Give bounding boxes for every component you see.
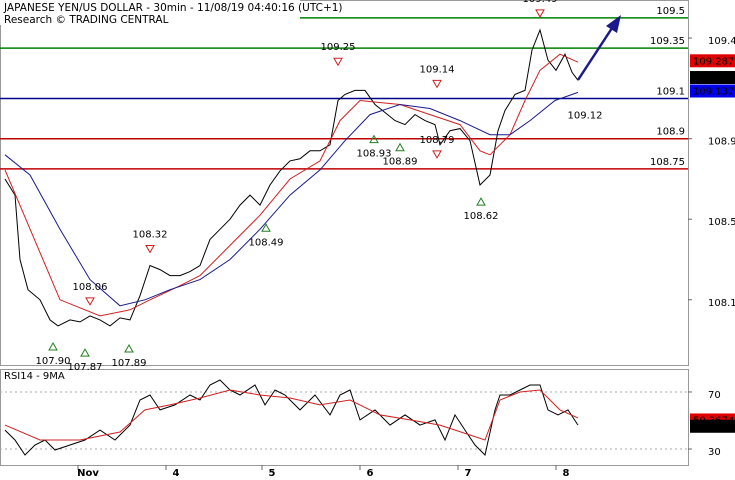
pivot-marker bbox=[85, 297, 95, 306]
series-line bbox=[4, 53, 579, 317]
price-tag-label: 109.204 bbox=[693, 73, 734, 84]
price-tag bbox=[690, 71, 735, 85]
series-line bbox=[4, 91, 579, 307]
pivot-marker bbox=[333, 57, 343, 67]
pivot-label: 108.06 bbox=[73, 282, 108, 293]
x-tick-label: 8 bbox=[563, 468, 570, 479]
pivot-label: 107.89 bbox=[112, 358, 147, 369]
price-panel-frame bbox=[0, 0, 689, 366]
pivot-label: 108.32 bbox=[133, 229, 168, 240]
chart-title: JAPANESE YEN/US DOLLAR - 30min - 11/08/1… bbox=[3, 2, 343, 14]
pivot-marker bbox=[432, 79, 442, 89]
chart-subtitle: Research © TRADING CENTRAL bbox=[4, 14, 169, 26]
level-label: 109.35 bbox=[650, 36, 685, 47]
pivot-marker bbox=[395, 142, 405, 152]
price-tag bbox=[690, 84, 735, 98]
y-tick-label: 108.5 bbox=[708, 217, 735, 228]
y-tick-label: 30 bbox=[708, 447, 721, 458]
price-tag-label: 109.287 bbox=[693, 56, 734, 67]
pivot-label: 108.49 bbox=[249, 237, 284, 248]
pivot-marker bbox=[145, 244, 155, 254]
pivot-marker bbox=[476, 197, 486, 206]
rsi-panel-frame bbox=[0, 369, 689, 466]
pivot-marker bbox=[124, 344, 134, 353]
pivot-label: 108.93 bbox=[357, 149, 392, 160]
y-tick-label: 108.9 bbox=[708, 137, 735, 148]
y-tick-label: 70 bbox=[708, 390, 721, 401]
title-background bbox=[0, 0, 300, 25]
price-tag-label: 45.9518 bbox=[693, 422, 734, 433]
level-label: 108.9 bbox=[656, 127, 685, 138]
pivot-label: 109.12 bbox=[568, 110, 603, 121]
pivot-marker bbox=[48, 342, 58, 351]
pivot-label: 107.87 bbox=[68, 362, 103, 373]
level-label: 108.75 bbox=[650, 157, 685, 168]
y-tick-label: 108.1 bbox=[708, 298, 735, 309]
pivot-marker bbox=[432, 150, 442, 159]
series-line bbox=[4, 28, 579, 327]
level-label: 109.5 bbox=[656, 6, 685, 17]
forecast-arrow-head bbox=[606, 15, 621, 33]
price-tag-label: 109.137 bbox=[693, 86, 734, 97]
pivot-label: 107.90 bbox=[36, 356, 71, 367]
pivot-label: 109.25 bbox=[321, 42, 356, 53]
series-line bbox=[4, 389, 579, 441]
forecast-arrow bbox=[576, 24, 616, 81]
pivot-label: 109.49 bbox=[523, 0, 558, 5]
pivot-label: 108.89 bbox=[383, 157, 418, 168]
price-tag bbox=[690, 54, 735, 68]
pivot-label: 108.79 bbox=[420, 135, 455, 146]
rsi-title: RSI14 - 9MA bbox=[4, 371, 65, 382]
x-tick-label: 6 bbox=[367, 468, 374, 479]
x-tick-label: 7 bbox=[465, 468, 472, 479]
x-tick-label: 4 bbox=[173, 468, 180, 479]
x-tick-label: 5 bbox=[269, 468, 276, 479]
pivot-marker bbox=[369, 134, 379, 144]
pivot-marker bbox=[261, 223, 271, 232]
y-tick-label: 109.4 bbox=[708, 36, 735, 47]
level-label: 109.1 bbox=[656, 86, 685, 97]
x-tick-label: Nov bbox=[77, 468, 99, 479]
series-line bbox=[4, 379, 579, 456]
pivot-marker bbox=[535, 9, 545, 18]
price-tag bbox=[690, 419, 735, 433]
pivot-marker bbox=[80, 348, 90, 357]
pivot-label: 108.62 bbox=[464, 211, 499, 222]
pivot-label: 109.14 bbox=[420, 64, 455, 75]
